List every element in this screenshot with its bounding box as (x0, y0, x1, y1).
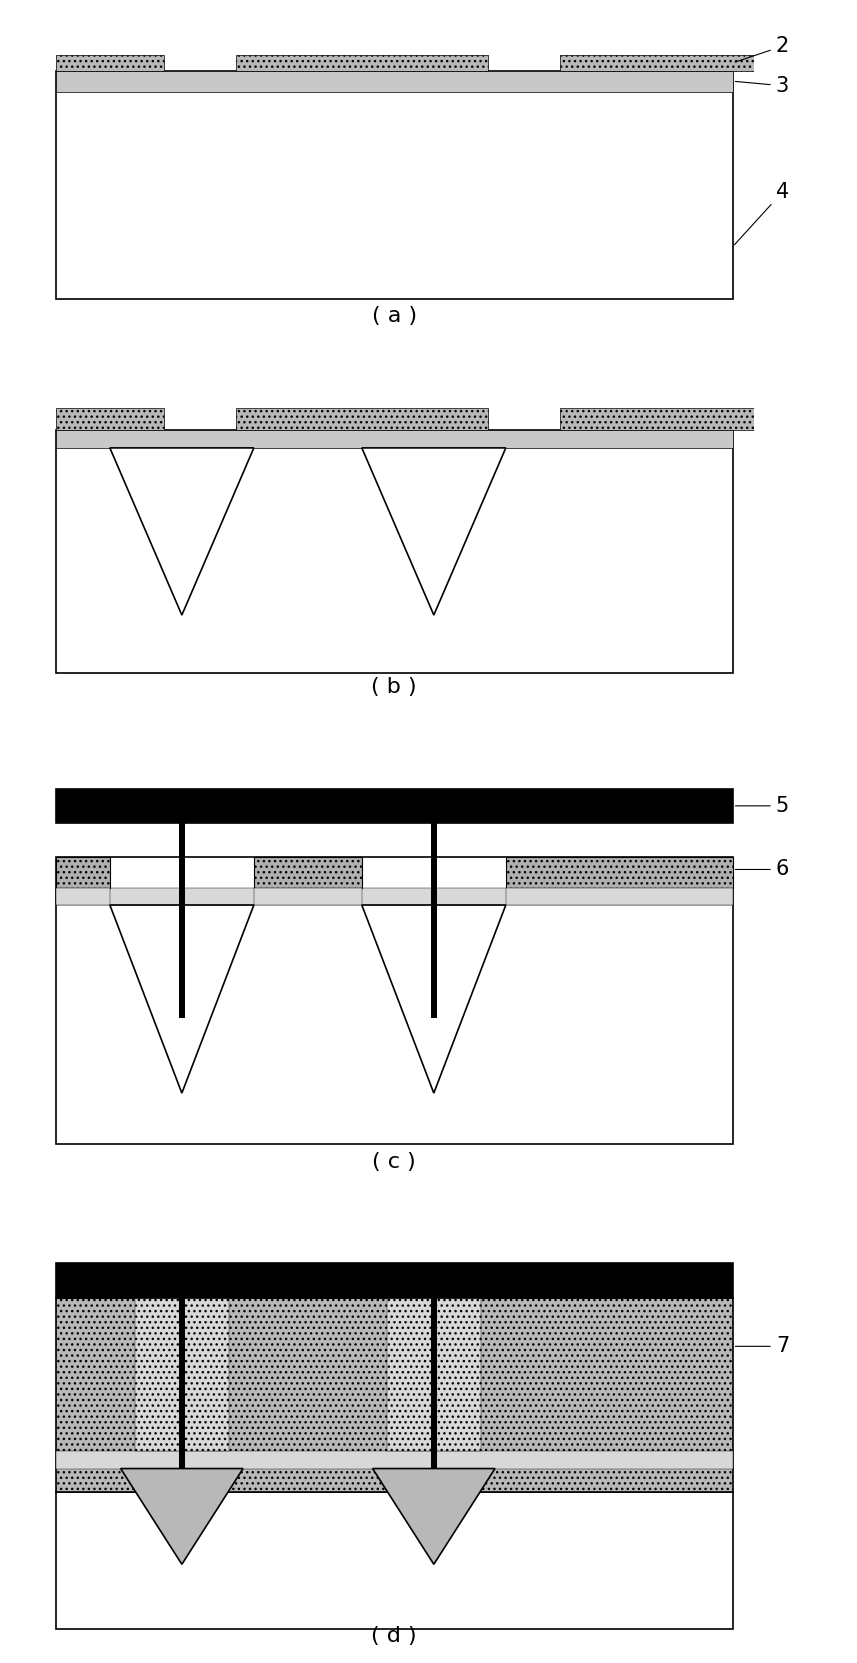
Bar (56, 55, 164, 70)
Bar (254, 856, 362, 888)
Bar (254, 888, 362, 905)
Bar (56, 429, 733, 674)
Bar (56, 1297, 733, 1492)
Bar (431, 1297, 437, 1468)
Bar (179, 1297, 185, 1468)
Bar (179, 823, 185, 1018)
Polygon shape (110, 447, 254, 615)
Bar (56, 429, 733, 447)
Bar (387, 1297, 481, 1452)
Bar (431, 823, 437, 1018)
Polygon shape (362, 447, 506, 615)
Bar (56, 888, 110, 905)
Text: ( a ): ( a ) (372, 306, 417, 326)
Polygon shape (373, 1468, 495, 1565)
Bar (56, 856, 733, 1144)
Text: 5: 5 (735, 797, 789, 817)
Bar (56, 788, 733, 823)
Bar (56, 1264, 733, 1297)
Text: 4: 4 (734, 183, 789, 244)
Bar (506, 856, 733, 888)
Text: ( b ): ( b ) (371, 677, 417, 697)
Text: 3: 3 (735, 76, 789, 96)
Bar (56, 409, 164, 429)
Polygon shape (362, 905, 506, 1093)
Polygon shape (110, 905, 254, 1093)
Bar (560, 409, 754, 429)
Bar (135, 1297, 229, 1452)
Bar (56, 70, 733, 91)
Bar (506, 888, 733, 905)
Bar (56, 888, 733, 905)
Text: ( d ): ( d ) (371, 1626, 417, 1646)
Bar (236, 409, 488, 429)
Bar (56, 1492, 733, 1630)
Text: 7: 7 (735, 1337, 789, 1357)
Text: ( c ): ( c ) (372, 1152, 417, 1172)
Bar (56, 70, 733, 298)
Bar (56, 856, 110, 888)
Text: 2: 2 (735, 37, 789, 62)
Bar (56, 1452, 733, 1468)
Text: 6: 6 (735, 860, 789, 880)
Bar (236, 55, 488, 70)
Polygon shape (121, 1468, 243, 1565)
Bar (560, 55, 754, 70)
